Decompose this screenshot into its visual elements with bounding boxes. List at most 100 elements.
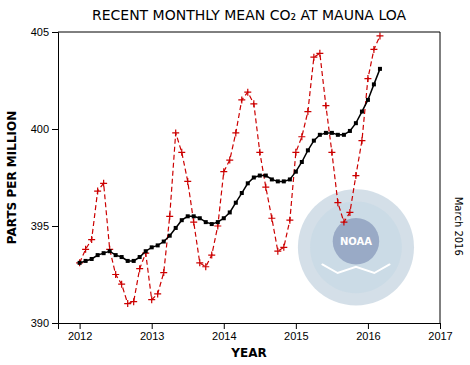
marker xyxy=(150,245,154,249)
tick: 2014 xyxy=(212,323,236,342)
marker xyxy=(156,243,160,247)
marker xyxy=(144,249,148,253)
marker xyxy=(312,139,316,143)
marker xyxy=(328,149,335,156)
marker xyxy=(336,133,340,137)
annotation: March 2016 xyxy=(453,197,464,256)
title: RECENT MONTHLY MEAN CO₂ AT MAUNA LOA xyxy=(92,7,407,23)
marker xyxy=(186,214,190,218)
marker xyxy=(370,46,377,53)
tick: 395 xyxy=(31,220,58,232)
tick-mark xyxy=(52,129,58,130)
marker xyxy=(276,179,280,183)
x-axis-title: YEAR xyxy=(230,346,266,360)
marker xyxy=(258,174,262,178)
marker xyxy=(138,255,142,259)
marker xyxy=(270,177,274,181)
tick-label: 400 xyxy=(31,123,49,135)
tick-mark xyxy=(52,32,58,33)
marker xyxy=(340,219,347,226)
marker xyxy=(108,249,112,253)
marker xyxy=(84,259,88,263)
marker xyxy=(378,67,382,71)
line xyxy=(80,69,380,263)
logo xyxy=(298,189,414,305)
logo-body xyxy=(310,202,402,294)
marker xyxy=(82,246,89,253)
x-axis: 201220132014201520162017 xyxy=(59,323,453,342)
marker xyxy=(358,137,365,144)
tick-mark xyxy=(52,226,58,227)
marker xyxy=(376,32,383,39)
marker xyxy=(264,174,268,178)
logo-wave xyxy=(322,264,389,273)
y-axis-line xyxy=(52,33,59,324)
marker xyxy=(192,214,196,218)
annotation: NOAA xyxy=(340,236,372,247)
tick-mark xyxy=(440,323,441,329)
tick: 2017 xyxy=(428,323,452,342)
marker xyxy=(262,184,269,191)
logo-ring xyxy=(298,189,414,305)
tick-mark xyxy=(152,323,153,329)
marker xyxy=(154,290,161,297)
series xyxy=(76,32,383,307)
marker xyxy=(88,236,95,243)
marker xyxy=(244,89,251,96)
marker xyxy=(324,131,328,135)
tick: 405 xyxy=(31,26,58,38)
marker xyxy=(100,180,107,187)
tick: 2016 xyxy=(356,323,380,342)
marker xyxy=(250,100,257,107)
marker xyxy=(136,265,143,272)
marker xyxy=(222,216,226,220)
marker xyxy=(96,253,100,257)
marker xyxy=(216,220,220,224)
marker xyxy=(174,226,178,230)
marker xyxy=(234,201,238,205)
marker xyxy=(348,129,352,133)
marker xyxy=(354,121,358,125)
tick: 2012 xyxy=(68,323,92,342)
marker xyxy=(246,181,250,185)
marker xyxy=(130,298,137,305)
chart: 201220132014201520162017390395400405NOAA… xyxy=(0,0,470,365)
marker xyxy=(120,255,124,259)
marker xyxy=(184,178,191,185)
marker xyxy=(112,271,119,278)
marker xyxy=(160,269,167,276)
tick-mark xyxy=(52,323,58,324)
y-axis: 390395400405 xyxy=(31,26,59,329)
marker xyxy=(210,222,214,226)
tick-label: 2014 xyxy=(212,330,236,342)
marker xyxy=(172,129,179,136)
marker xyxy=(318,133,322,137)
tick: 2015 xyxy=(284,323,308,342)
marker xyxy=(300,160,304,164)
tick-label: 2012 xyxy=(68,330,92,342)
marker xyxy=(204,220,208,224)
marker xyxy=(282,179,286,183)
marker xyxy=(232,129,239,136)
tick-label: 2015 xyxy=(284,330,308,342)
x-axis-line xyxy=(59,324,441,330)
marker xyxy=(168,234,172,238)
marker xyxy=(132,259,136,263)
data xyxy=(76,32,383,307)
marker xyxy=(90,257,94,261)
tick-mark xyxy=(80,323,81,329)
marker xyxy=(94,188,101,195)
marker xyxy=(372,82,376,86)
marker xyxy=(304,108,311,115)
marker xyxy=(238,96,245,103)
marker xyxy=(280,244,287,251)
series xyxy=(78,67,382,265)
marker xyxy=(226,157,233,164)
marker xyxy=(126,259,130,263)
marker xyxy=(352,172,359,179)
tick-label: 405 xyxy=(31,26,49,38)
marker xyxy=(180,218,184,222)
marker xyxy=(268,215,275,222)
marker xyxy=(252,176,256,180)
marker xyxy=(316,50,323,57)
